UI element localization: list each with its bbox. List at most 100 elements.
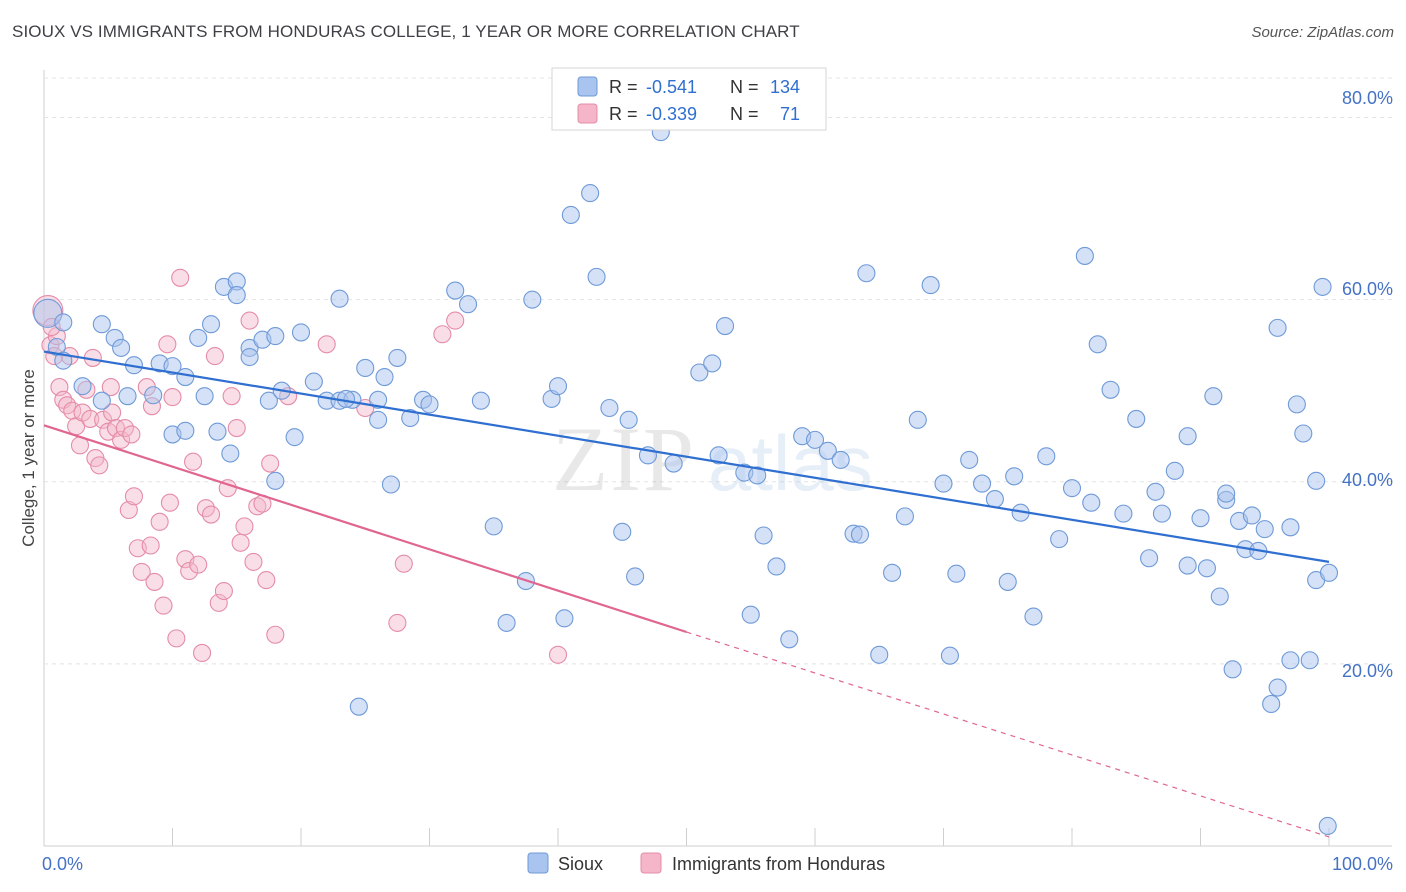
stats-legend: R = -0.541 N = 134 R = -0.339 N = 71 [551,67,827,131]
trend-lines [43,350,1330,838]
sioux-point [227,286,246,305]
sioux-trendline [43,350,1330,563]
sioux-point [1024,607,1043,626]
sioux-point [240,347,259,367]
sioux-point [818,441,837,460]
sioux-point [1152,504,1171,523]
sioux-point [176,421,195,440]
honduras-point [115,418,135,438]
sioux-point [1178,427,1197,446]
honduras-point [112,430,131,449]
sioux-point [1268,678,1287,697]
sioux-point [895,507,915,526]
sioux-point [805,430,825,449]
sioux-point [703,354,722,373]
honduras-point [171,268,190,287]
sioux-point [555,609,574,628]
sioux-point [664,454,683,473]
sioux-point [1255,520,1274,539]
honduras-point [158,335,177,354]
honduras-point [141,536,160,555]
honduras-r-label: R = [609,104,638,124]
sioux-point [163,357,182,376]
y-axis-label: College, 1 year or more [19,369,38,547]
sioux-point [883,563,902,582]
sioux-point [285,428,304,447]
sioux-point [291,323,311,342]
sioux-point [349,697,368,716]
sioux-point [587,267,606,286]
sioux-point [304,372,323,391]
sioux-point [1140,549,1159,568]
sioux-point [381,475,401,494]
sioux-point [748,466,767,485]
sioux-point [189,328,208,347]
sioux-point [1005,467,1024,486]
honduras-point [184,452,203,471]
sioux-point [1082,493,1101,512]
sioux-point [1268,318,1287,337]
sioux-point [1319,563,1339,582]
sioux-point [561,205,580,225]
sioux-point [1088,335,1107,354]
honduras-point [446,311,465,330]
sioux-point [446,281,465,300]
legend-honduras-label: Immigrants from Honduras [672,854,885,874]
sioux-point [375,367,394,387]
sioux-point [369,390,388,409]
sioux-point [600,398,619,418]
honduras-point [205,347,224,366]
sioux-point [266,327,285,346]
sioux-point [741,605,760,624]
x-tick-label-max: 100.0% [1332,854,1393,874]
sioux-point [388,348,407,367]
sioux-point [221,444,240,463]
sioux-point [940,646,959,665]
chart-title: SIOUX VS IMMIGRANTS FROM HONDURAS COLLEG… [12,22,800,41]
honduras-n-label: N = [730,104,759,124]
sioux-point [960,450,979,469]
honduras-r-value: -0.339 [646,104,697,124]
sioux-point [985,490,1004,509]
sioux-point [1178,556,1197,575]
sioux-point [1101,380,1120,399]
sioux-point [1307,471,1326,490]
sioux-point [947,564,966,583]
sioux-point [1223,660,1242,679]
sioux-point [73,377,92,396]
sioux-point [780,630,799,649]
honduras-point [317,335,336,354]
sioux-point [1197,559,1216,578]
sioux-point [176,367,195,387]
honduras-point [90,456,109,475]
sioux-point [1281,651,1300,670]
honduras-point [244,552,263,571]
sioux-point [195,387,214,406]
legend-sioux-swatch [527,852,549,874]
sioux-point [92,391,111,410]
sioux-point [1281,518,1300,537]
y-tick-label-40: 40.0% [1342,470,1393,490]
honduras-point [261,454,280,473]
sioux-point [850,525,870,544]
sioux-point [1262,694,1281,713]
sioux-point [908,410,927,429]
sioux-point [369,410,388,429]
sioux-point [1062,479,1082,498]
honduras-point [227,418,246,438]
sioux-point [613,522,632,541]
sioux-point [1242,506,1261,525]
sioux-point [118,387,137,406]
sioux-point [1191,509,1210,528]
honduras-point [163,388,182,407]
honduras-n-value: 71 [780,104,800,124]
honduras-point [548,645,568,664]
sioux-point [870,645,889,664]
sioux-point [715,317,735,336]
honduras-point [222,387,241,406]
sioux-point [1075,246,1094,265]
sioux-point [626,567,645,586]
honduras-point [124,487,143,506]
source-label: Source: ZipAtlas.com [1251,24,1394,41]
